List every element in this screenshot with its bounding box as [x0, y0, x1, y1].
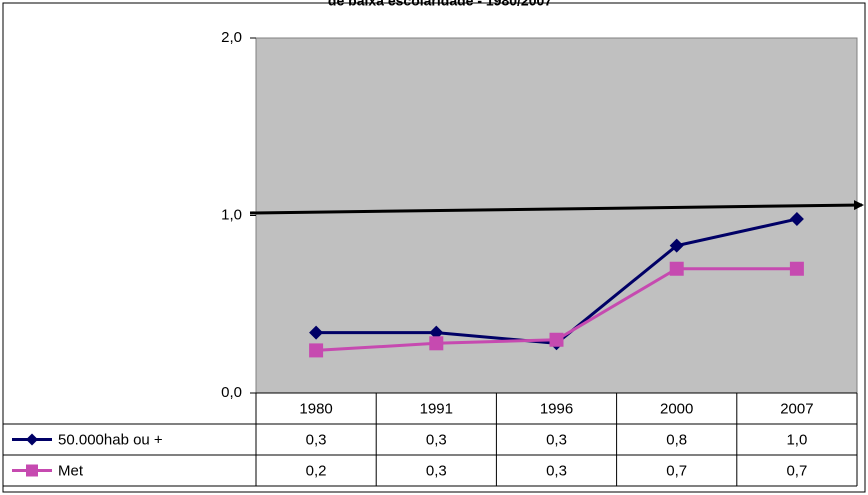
x-tick-label: 1996: [540, 400, 573, 417]
data-label: 0,3: [546, 462, 567, 479]
data-label: 0,3: [306, 431, 327, 448]
data-point: [429, 336, 444, 351]
data-label: 0,2: [306, 462, 327, 479]
data-label: 0,3: [426, 431, 447, 448]
data-label: 0,7: [666, 462, 687, 479]
x-tick-label: 1991: [420, 400, 453, 417]
data-point: [309, 343, 324, 358]
data-label: 0,3: [426, 462, 447, 479]
x-tick-label: 2007: [780, 400, 813, 417]
legend-label: 50.000hab ou +: [58, 431, 163, 448]
data-label: 0,3: [546, 431, 567, 448]
y-tick-label: 2,0: [221, 29, 242, 46]
y-tick-label: 1,0: [221, 206, 242, 223]
x-tick-label: 2000: [660, 400, 693, 417]
data-label: 1,0: [786, 431, 807, 448]
legend-marker: [26, 464, 38, 477]
data-point: [789, 212, 804, 227]
data-point: [669, 238, 684, 253]
chart-title: de baixa escolaridade - 1980/2007: [328, 0, 552, 9]
data-label: 0,7: [786, 462, 807, 479]
data-point: [309, 325, 324, 340]
legend-marker: [26, 433, 38, 446]
legend-label: Met: [58, 462, 84, 479]
reference-arrow: [249, 200, 864, 215]
data-label: 0,8: [666, 431, 687, 448]
data-point: [549, 332, 564, 347]
data-point: [429, 325, 444, 340]
x-tick-label: 1980: [299, 400, 332, 417]
y-tick-label: 0,0: [221, 384, 242, 401]
data-point: [669, 261, 684, 276]
data-point: [789, 261, 804, 276]
